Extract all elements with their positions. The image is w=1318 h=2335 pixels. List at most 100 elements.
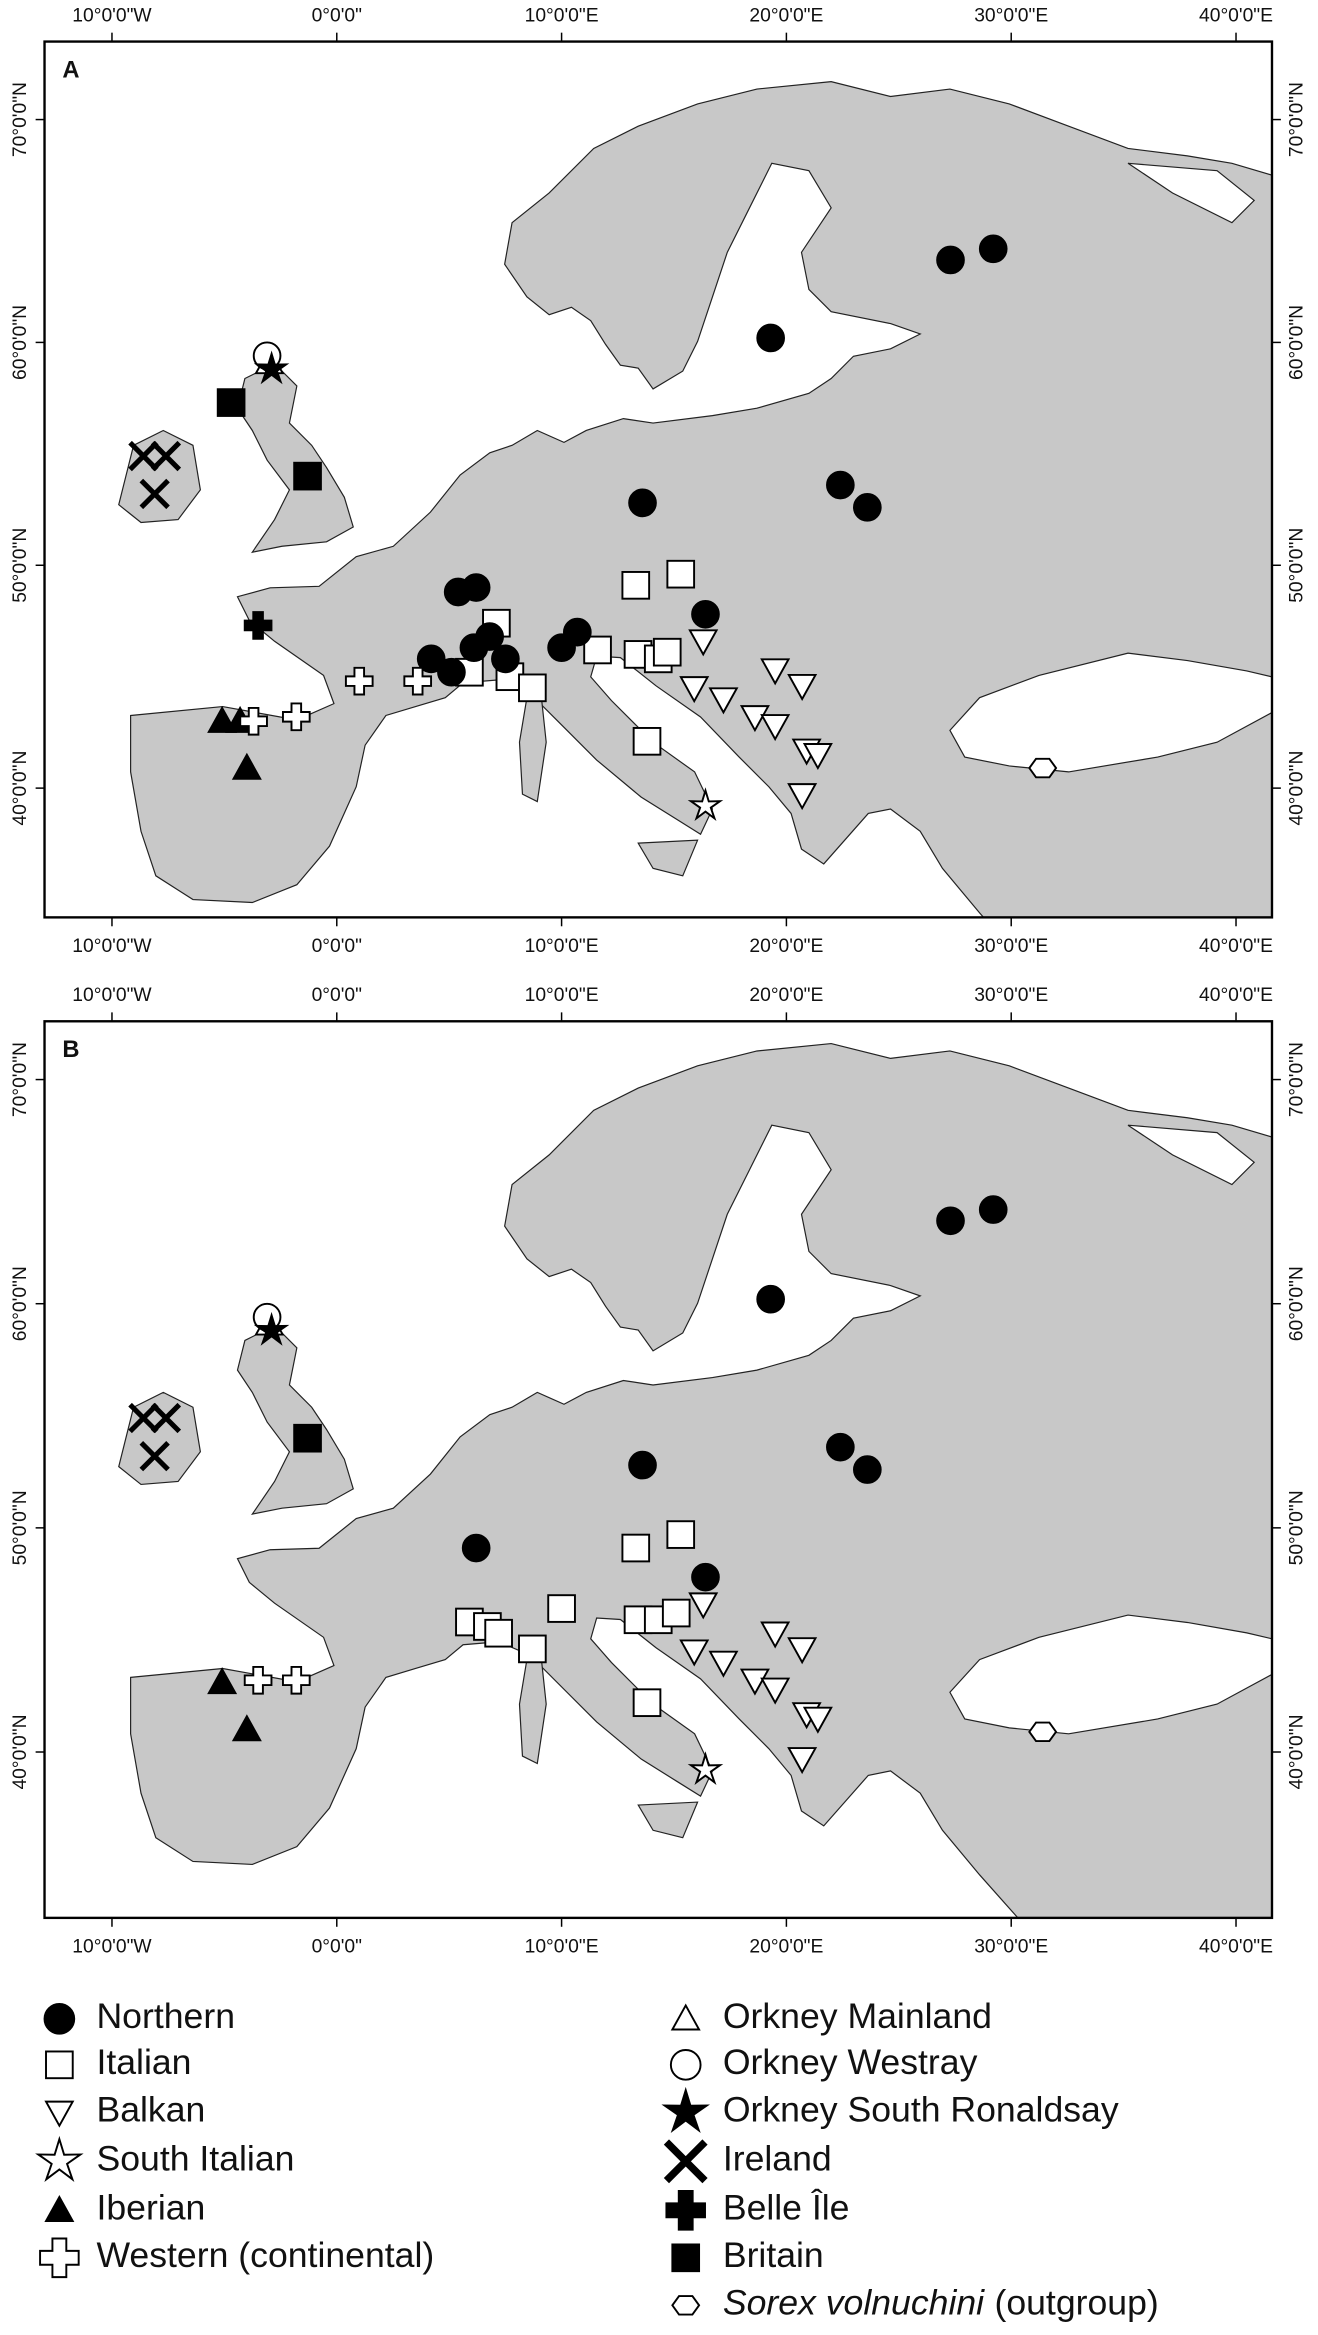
x-tick-label: 10°0'0"W <box>72 936 152 957</box>
sample-point <box>802 1706 833 1734</box>
sample-point <box>484 1618 513 1648</box>
sample-point <box>253 350 290 385</box>
sample-point <box>518 1634 547 1664</box>
sample-point <box>403 666 433 696</box>
legend-symbol <box>670 2003 701 2031</box>
x-tick-label: 40°0'0"E <box>1199 1937 1273 1958</box>
y-tick-label: 50°0'0"N <box>1286 528 1307 603</box>
sample-point <box>231 752 262 780</box>
y-tick-label: 50°0'0"N <box>10 1490 31 1565</box>
y-tick-label: 50°0'0"N <box>1286 1490 1307 1565</box>
x-tick-label: 40°0'0"E <box>1199 936 1273 957</box>
y-tick-label: 40°0'0"N <box>10 751 31 826</box>
panel-label: B <box>62 1037 79 1063</box>
sample-point <box>787 1637 818 1665</box>
y-tick-label: 40°0'0"N <box>1286 1714 1307 1789</box>
legend-label: Northern <box>96 1996 235 2036</box>
x-tick-label: 20°0'0"E <box>749 1937 823 1958</box>
x-tick-label: 30°0'0"E <box>974 1937 1048 1958</box>
legend-label: South Italian <box>96 2139 294 2179</box>
sample-point <box>150 440 182 472</box>
legend-label: Ireland <box>723 2139 832 2179</box>
x-tick-label: 10°0'0"W <box>72 1937 152 1958</box>
sample-point <box>978 1195 1008 1224</box>
sample-point <box>760 1677 791 1705</box>
sample-point <box>293 461 322 491</box>
sample-point <box>475 622 504 651</box>
sample-point <box>691 1562 720 1592</box>
x-tick-label: 10°0'0"E <box>525 985 599 1006</box>
legend-label: Balkan <box>96 2090 205 2130</box>
sample-point <box>461 1533 491 1563</box>
x-tick-label: 40°0'0"E <box>1199 5 1273 26</box>
legend-label: Italian <box>96 2042 191 2082</box>
sample-point <box>853 1455 882 1484</box>
legend-symbol <box>663 2139 708 2184</box>
sample-point <box>207 705 238 733</box>
sample-point <box>739 1668 770 1696</box>
sample-point <box>583 635 612 665</box>
y-tick-label: 70°0'0"N <box>1286 82 1307 157</box>
y-tick-label: 60°0'0"N <box>10 1266 31 1341</box>
map-panel <box>44 41 1272 918</box>
sample-point <box>632 726 662 756</box>
x-tick-label: 30°0'0"E <box>974 5 1048 26</box>
sample-point <box>936 245 965 275</box>
y-tick-label: 40°0'0"N <box>1286 751 1307 826</box>
legend-symbol <box>43 2003 76 2035</box>
sample-point <box>344 666 374 696</box>
legend-symbol <box>45 2050 74 2080</box>
x-tick-label: 10°0'0"W <box>72 985 152 1006</box>
sample-point <box>826 1432 855 1462</box>
legend-symbol <box>669 2049 702 2081</box>
sample-point <box>661 1598 691 1628</box>
y-tick-label: 70°0'0"N <box>10 82 31 157</box>
x-tick-label: 0°0'0" <box>312 5 363 26</box>
sample-point <box>679 676 710 704</box>
sample-point <box>128 1402 159 1434</box>
frame <box>43 40 1274 919</box>
sample-point <box>563 617 592 647</box>
y-tick-label: 70°0'0"N <box>10 1042 31 1117</box>
sample-point <box>666 1520 696 1549</box>
y-tick-label: 70°0'0"N <box>1286 1042 1307 1117</box>
sample-point <box>128 440 159 472</box>
sample-point <box>652 637 682 667</box>
sample-point <box>936 1206 965 1236</box>
sample-point <box>139 478 170 510</box>
sample-point <box>760 1621 791 1649</box>
x-tick-label: 0°0'0" <box>312 985 363 1006</box>
sample-point <box>239 706 268 736</box>
x-tick-label: 30°0'0"E <box>974 985 1048 1006</box>
sample-point <box>231 1714 262 1742</box>
sample-point <box>688 629 719 657</box>
y-tick-label: 50°0'0"N <box>10 528 31 603</box>
x-tick-label: 10°0'0"E <box>525 1937 599 1958</box>
legend-label: Western (continental) <box>96 2235 434 2275</box>
sample-point <box>293 1423 322 1453</box>
x-tick-label: 40°0'0"E <box>1199 985 1273 1006</box>
legend-label: Sorex volnuchini (outgroup) <box>723 2283 1159 2323</box>
legend-label: Belle Île <box>723 2188 850 2228</box>
sample-point <box>281 1665 311 1695</box>
y-tick-label: 60°0'0"N <box>10 305 31 380</box>
legend-label-note: (outgroup) <box>994 2283 1158 2323</box>
sample-point <box>281 702 311 732</box>
sample-point <box>756 323 785 353</box>
legend-symbol <box>44 2100 75 2128</box>
sample-point <box>826 470 855 500</box>
legend-label: Orkney Westray <box>723 2042 978 2082</box>
x-tick-label: 10°0'0"W <box>72 5 152 26</box>
sample-point <box>739 705 770 733</box>
x-tick-label: 20°0'0"E <box>749 936 823 957</box>
sample-point <box>1028 757 1058 779</box>
legend: Northern Italian Balkan South Italian Iberia… <box>35 1996 1159 2323</box>
map-panel <box>44 1021 1272 1918</box>
legend-symbol <box>39 2237 80 2279</box>
x-tick-label: 10°0'0"E <box>525 5 599 26</box>
legend-symbol <box>665 2190 706 2231</box>
x-tick-label: 20°0'0"E <box>749 5 823 26</box>
sample-point <box>756 1284 785 1314</box>
